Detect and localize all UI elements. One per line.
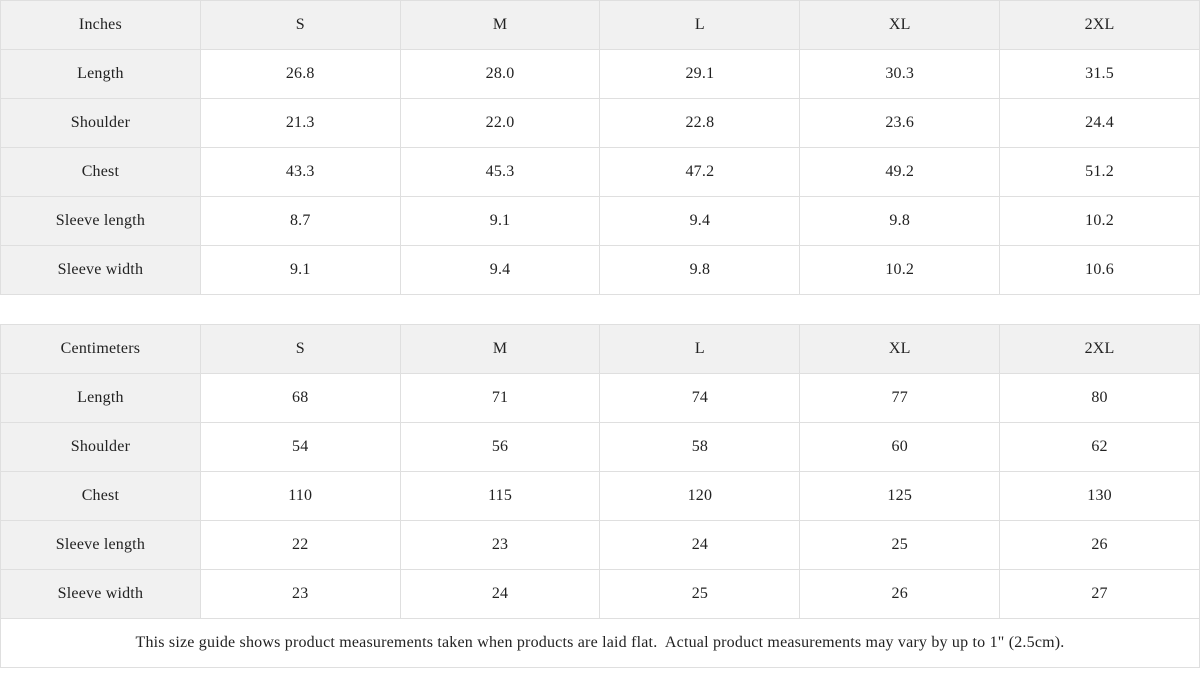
row-label: Length [0,373,201,423]
value-cell: 23 [399,520,601,570]
value-cell: 10.6 [999,245,1200,295]
row-label: Chest [0,471,201,521]
inches-header-row: Inches S M L XL 2XL [0,0,1200,50]
value-cell: 49.2 [799,147,1001,197]
size-header-cell-2xl: 2XL [999,0,1200,50]
value-cell: 74 [599,373,801,423]
value-cell: 24.4 [999,98,1200,148]
footer-row: This size guide shows product measuremen… [0,618,1200,668]
value-cell: 62 [999,422,1200,472]
value-cell: 54 [199,422,401,472]
footer-note: This size guide shows product measuremen… [0,618,1200,668]
value-cell: 25 [599,569,801,619]
value-cell: 43.3 [199,147,401,197]
value-cell: 22.8 [599,98,801,148]
value-cell: 9.8 [799,196,1001,246]
value-cell: 130 [999,471,1200,521]
size-header-cell-2xl: 2XL [999,324,1200,374]
unit-header-cell: Inches [0,0,201,50]
size-header-cell-l: L [599,0,801,50]
centimeters-header-row: Centimeters S M L XL 2XL [0,324,1200,374]
table-row-sleeve-length: Sleeve length 22 23 24 25 26 [0,520,1200,570]
size-header-cell-m: M [399,324,601,374]
value-cell: 21.3 [199,98,401,148]
value-cell: 47.2 [599,147,801,197]
table-row-chest: Chest 110 115 120 125 130 [0,471,1200,521]
table-spacer [0,295,1200,324]
value-cell: 115 [399,471,601,521]
value-cell: 110 [199,471,401,521]
size-header-cell-s: S [199,0,401,50]
value-cell: 22.0 [399,98,601,148]
value-cell: 26.8 [199,49,401,99]
value-cell: 27 [999,569,1200,619]
value-cell: 23 [199,569,401,619]
value-cell: 31.5 [999,49,1200,99]
value-cell: 8.7 [199,196,401,246]
table-row-length: Length 26.8 28.0 29.1 30.3 31.5 [0,49,1200,99]
value-cell: 29.1 [599,49,801,99]
unit-header-cell: Centimeters [0,324,201,374]
value-cell: 120 [599,471,801,521]
value-cell: 71 [399,373,601,423]
size-header-cell-xl: XL [799,324,1001,374]
table-row-sleeve-width: Sleeve width 23 24 25 26 27 [0,569,1200,619]
table-row-chest: Chest 43.3 45.3 47.2 49.2 51.2 [0,147,1200,197]
row-label: Sleeve width [0,245,201,295]
value-cell: 58 [599,422,801,472]
row-label: Length [0,49,201,99]
value-cell: 77 [799,373,1001,423]
value-cell: 23.6 [799,98,1001,148]
value-cell: 68 [199,373,401,423]
value-cell: 26 [999,520,1200,570]
row-label: Shoulder [0,422,201,472]
value-cell: 125 [799,471,1001,521]
size-header-cell-m: M [399,0,601,50]
table-row-shoulder: Shoulder 54 56 58 60 62 [0,422,1200,472]
size-header-cell-s: S [199,324,401,374]
row-label: Sleeve length [0,196,201,246]
value-cell: 22 [199,520,401,570]
value-cell: 60 [799,422,1001,472]
value-cell: 26 [799,569,1001,619]
value-cell: 24 [599,520,801,570]
value-cell: 9.1 [199,245,401,295]
table-row-sleeve-length: Sleeve length 8.7 9.1 9.4 9.8 10.2 [0,196,1200,246]
value-cell: 10.2 [999,196,1200,246]
value-cell: 28.0 [399,49,601,99]
value-cell: 24 [399,569,601,619]
value-cell: 45.3 [399,147,601,197]
row-label: Sleeve width [0,569,201,619]
centimeters-table: Centimeters S M L XL 2XL Length 68 71 74… [0,324,1200,668]
row-label: Shoulder [0,98,201,148]
value-cell: 9.4 [599,196,801,246]
table-row-shoulder: Shoulder 21.3 22.0 22.8 23.6 24.4 [0,98,1200,148]
value-cell: 9.4 [399,245,601,295]
value-cell: 80 [999,373,1200,423]
table-row-length: Length 68 71 74 77 80 [0,373,1200,423]
value-cell: 56 [399,422,601,472]
value-cell: 25 [799,520,1001,570]
row-label: Sleeve length [0,520,201,570]
value-cell: 30.3 [799,49,1001,99]
value-cell: 9.8 [599,245,801,295]
value-cell: 9.1 [399,196,601,246]
value-cell: 10.2 [799,245,1001,295]
table-row-sleeve-width: Sleeve width 9.1 9.4 9.8 10.2 10.6 [0,245,1200,295]
size-header-cell-xl: XL [799,0,1001,50]
row-label: Chest [0,147,201,197]
size-header-cell-l: L [599,324,801,374]
value-cell: 51.2 [999,147,1200,197]
inches-table: Inches S M L XL 2XL Length 26.8 28.0 29.… [0,0,1200,295]
